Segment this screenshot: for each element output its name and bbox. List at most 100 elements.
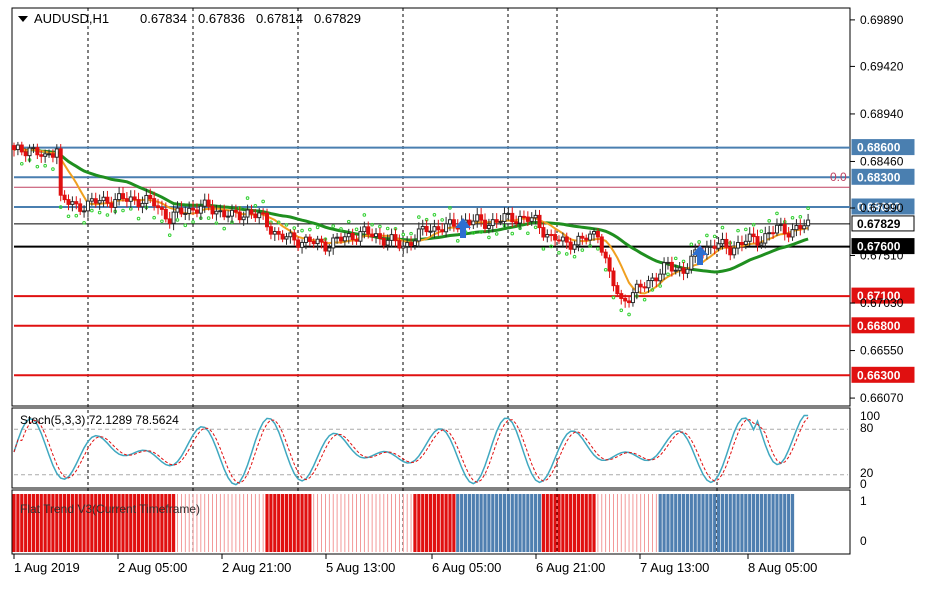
- horizontal-levels: 0.68600 0.68300 0.68000 0.67829 0.67600 0.671…: [14, 139, 915, 383]
- psar-dot: [136, 216, 141, 221]
- price-tick-label: 0.67990: [860, 201, 904, 215]
- psar-dot: [74, 213, 79, 218]
- psar-dot: [160, 219, 164, 224]
- candle-body: [634, 283, 639, 294]
- candle-body: [315, 238, 320, 245]
- psar-dot: [619, 308, 624, 313]
- flat-trend-tick-label: 1: [860, 494, 867, 508]
- flat-trend-bar-down: [31, 494, 36, 552]
- flat-trend-bar-up: [759, 494, 763, 552]
- ohlc-high: 0.67836: [198, 11, 245, 26]
- flat-trend-bar-down: [565, 494, 569, 552]
- candle-body: [471, 220, 476, 226]
- psar-dot: [354, 227, 359, 232]
- candle-body: [751, 233, 756, 238]
- flat-trend-bar-down: [541, 494, 546, 552]
- psar-dot: [401, 232, 406, 237]
- price-tick-label: 0.66070: [860, 391, 904, 405]
- flat-trend-bar-down: [308, 494, 312, 552]
- psar-dot: [19, 161, 24, 166]
- candle-body: [74, 201, 79, 205]
- candle-body: [642, 286, 647, 289]
- flat-trend-bar-down: [288, 494, 292, 552]
- candle-body: [222, 210, 227, 218]
- flat-trend-bar-down: [70, 494, 74, 552]
- candle-body: [767, 232, 772, 235]
- candle-body: [70, 201, 75, 205]
- flat-trend-bar-down: [133, 494, 137, 552]
- candle-body: [78, 203, 83, 212]
- candle-body: [284, 236, 289, 240]
- flat-trend-bar-down: [440, 494, 444, 552]
- flat-trend-bar-down: [121, 494, 125, 552]
- candle-body: [163, 208, 168, 220]
- candle-body: [319, 238, 324, 243]
- flat-trend-bars: 10: [12, 494, 867, 552]
- time-axis: 1 Aug 2019 2 Aug 05:00 2 Aug 21:00 5 Aug 13…: [13, 554, 817, 575]
- psar-dot: [689, 242, 694, 247]
- flat-trend-bar-down: [413, 494, 417, 552]
- candle-body: [759, 242, 764, 246]
- candle-body: [778, 223, 783, 226]
- candle-body: [736, 242, 741, 249]
- flat-trend-bar-down: [417, 494, 421, 552]
- price-tag-box: [851, 198, 915, 215]
- price-tick-label: 0.69890: [860, 13, 904, 27]
- flat-trend-bar-down: [24, 494, 28, 552]
- psar-dot: [642, 297, 647, 302]
- flat-trend-bar-down: [557, 494, 561, 552]
- flat-trend-bar-down: [164, 494, 168, 552]
- flat-trend-bar-down: [269, 494, 273, 552]
- flat-trend-bar-down: [39, 494, 43, 552]
- candle-body: [588, 233, 593, 241]
- flat-trend-bar-up: [510, 494, 514, 552]
- flat-trend-bar-up: [744, 494, 748, 552]
- candle-body: [237, 211, 242, 221]
- flat-trend-bar-up: [662, 494, 666, 552]
- psar-dot: [806, 206, 810, 211]
- candle-body: [549, 234, 554, 237]
- flat-trend-bar-down: [265, 494, 269, 552]
- stoch-tick-label: 100: [860, 409, 880, 423]
- menu-triangle-icon[interactable]: [18, 16, 28, 22]
- candle-body: [171, 211, 176, 224]
- flat-trend-bar-up: [658, 494, 662, 552]
- flat-trend-bar-up: [713, 494, 717, 552]
- candle-body: [374, 233, 379, 238]
- price-tick-label: 0.68460: [860, 154, 904, 168]
- candle-body: [187, 207, 192, 214]
- candle-body: [288, 232, 293, 238]
- flat-trend-bar-down: [432, 494, 437, 552]
- candle-body: [646, 280, 651, 289]
- flat-trend-bar-up: [483, 494, 487, 552]
- candle-body: [576, 235, 581, 246]
- psar-dot: [331, 224, 336, 228]
- flat-trend-bar-down: [35, 494, 39, 552]
- candle-body: [553, 234, 558, 241]
- psar-dot: [712, 234, 717, 239]
- ohlc-open: 0.67834: [140, 11, 187, 26]
- psar-dot: [697, 240, 701, 244]
- psar-dot: [276, 220, 281, 225]
- psar-dot: [385, 226, 390, 231]
- psar-dot: [494, 232, 499, 236]
- psar-dot: [533, 225, 538, 230]
- candle-body: [786, 233, 791, 238]
- flat-trend-bar-down: [421, 494, 425, 552]
- candle-body: [479, 214, 484, 221]
- flat-trend-bar-up: [732, 494, 736, 552]
- candle-body: [105, 196, 110, 204]
- psar-dot: [557, 251, 561, 255]
- candle-body: [58, 148, 63, 196]
- flat-trend-bar-up: [460, 494, 464, 552]
- psar-dot: [222, 226, 227, 231]
- candle-body: [233, 209, 238, 213]
- candle-body: [665, 261, 670, 264]
- candle-body: [498, 220, 503, 223]
- candle-body: [630, 292, 635, 304]
- candle-body: [514, 221, 519, 224]
- flat-trend-bar-down: [148, 494, 152, 552]
- flat-trend-bar-up: [689, 494, 693, 552]
